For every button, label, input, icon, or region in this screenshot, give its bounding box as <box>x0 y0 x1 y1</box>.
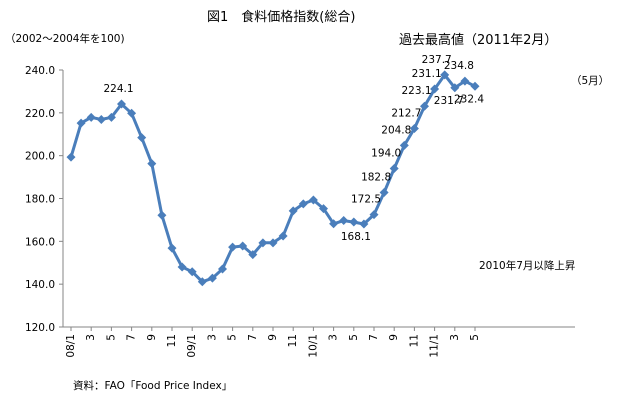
data-point-marker <box>420 101 429 111</box>
data-point-marker <box>298 199 308 209</box>
data-point-marker <box>248 250 258 260</box>
data-point-marker <box>76 118 86 128</box>
series-group <box>66 70 480 287</box>
x-tick-label: 5 <box>227 334 239 341</box>
peak-annotation: 過去最高値（2011年2月） <box>399 32 557 48</box>
data-point-marker <box>86 112 96 122</box>
x-tick-label: 3 <box>449 334 461 341</box>
data-point-marker <box>258 238 268 248</box>
data-label: 194.0 <box>371 148 401 160</box>
x-tick-label: 08/1 <box>65 334 77 358</box>
y-tick-label: 160.0 <box>25 236 55 248</box>
x-tick-label: 5 <box>348 334 360 341</box>
data-point-marker <box>349 217 359 227</box>
x-tick-label: 3 <box>328 334 340 341</box>
data-point-marker <box>329 219 339 229</box>
data-point-marker <box>399 140 409 150</box>
x-tick-label: 11 <box>287 334 299 347</box>
x-tick-group: 08/1 3 5 7 9 11 09/1 3 5 7 9 11 10/1 3 5 7 9 11 11/1 3 5 <box>65 327 481 358</box>
data-label-group: 224.1 168.1 172.5 182.8 194.0 204.8 212.7 223.1… <box>103 54 484 243</box>
data-point-marker <box>96 114 106 124</box>
data-point-marker <box>278 231 288 241</box>
x-tick-label: 9 <box>146 334 158 341</box>
data-point-marker <box>137 133 147 143</box>
x-tick-label: 9 <box>267 334 279 341</box>
data-point-marker <box>218 264 227 274</box>
data-point-marker <box>379 188 389 198</box>
data-label: 182.8 <box>361 172 391 184</box>
data-point-marker <box>177 262 187 272</box>
data-point-marker <box>450 83 460 93</box>
data-point-marker <box>187 267 197 277</box>
data-point-marker <box>359 219 369 229</box>
data-label: 237.7 <box>422 54 452 66</box>
y-tick-label: 220.0 <box>25 108 55 120</box>
data-point-marker <box>167 243 177 253</box>
data-point-marker <box>228 242 238 252</box>
x-tick-label: 11/1 <box>429 334 441 358</box>
trend-annotation: 2010年7月以降上昇 <box>479 259 576 272</box>
y-tick-label: 200.0 <box>25 151 55 163</box>
data-point-marker <box>197 277 207 287</box>
x-tick-label: 7 <box>368 334 380 341</box>
y-tick-label: 140.0 <box>25 279 55 291</box>
data-point-marker <box>147 159 157 169</box>
x-tick-label: 10/1 <box>307 334 319 358</box>
y-tick-group: 120.0 140.0 160.0 180.0 200.0 220.0 240.0 <box>25 65 63 334</box>
y-tick-label: 180.0 <box>25 194 55 206</box>
x-tick-label: 7 <box>126 334 138 341</box>
x-tick-label: 9 <box>388 334 400 341</box>
data-label: 172.5 <box>351 194 381 206</box>
data-label: 168.1 <box>341 231 371 243</box>
data-label: 212.7 <box>391 107 421 119</box>
y-axis-unit-label: （2002～2004年を100) <box>5 32 125 45</box>
data-label: 234.8 <box>444 60 474 72</box>
data-point-marker <box>117 99 126 109</box>
data-point-marker <box>207 273 217 283</box>
x-tick-label: 5 <box>105 334 117 341</box>
chart-title: 図1 食料価格指数(総合) <box>207 9 355 25</box>
x-tick-label: 3 <box>85 334 97 341</box>
y-tick-label: 240.0 <box>25 65 55 77</box>
data-point-marker <box>288 206 298 216</box>
source-note: 資料：FAO「Food Price Index」 <box>73 379 232 392</box>
data-point-marker <box>127 108 137 118</box>
data-label: 224.1 <box>103 83 133 95</box>
data-point-marker <box>460 76 470 86</box>
data-label: 231.7 <box>434 95 464 107</box>
data-label: 204.8 <box>381 124 411 136</box>
data-point-marker <box>319 204 328 214</box>
y-tick-label: 120.0 <box>25 322 55 334</box>
data-point-marker <box>409 123 419 133</box>
data-point-marker <box>440 70 450 80</box>
data-point-marker <box>66 152 76 162</box>
series-line <box>69 73 476 284</box>
data-point-marker <box>389 164 399 174</box>
x-tick-label: 11 <box>166 334 178 347</box>
data-label: 231.1 <box>412 68 442 80</box>
data-label: 223.1 <box>401 85 431 97</box>
data-point-marker <box>268 238 278 248</box>
data-point-marker <box>308 195 318 205</box>
data-point-marker <box>157 210 167 220</box>
data-point-marker <box>369 210 379 220</box>
data-point-marker <box>339 216 349 226</box>
x-tick-label: 3 <box>206 334 218 341</box>
x-tick-label: 5 <box>469 334 481 341</box>
data-point-marker <box>470 81 480 91</box>
data-point-marker <box>238 241 248 251</box>
data-label: 232.4 <box>454 93 484 105</box>
data-point-marker <box>106 112 116 122</box>
data-point-marker <box>430 84 440 94</box>
x-tick-label: 7 <box>247 334 259 341</box>
latest-month-annotation: （5月） <box>571 75 609 87</box>
x-tick-label: 09/1 <box>186 334 198 358</box>
x-tick-label: 11 <box>408 334 420 347</box>
